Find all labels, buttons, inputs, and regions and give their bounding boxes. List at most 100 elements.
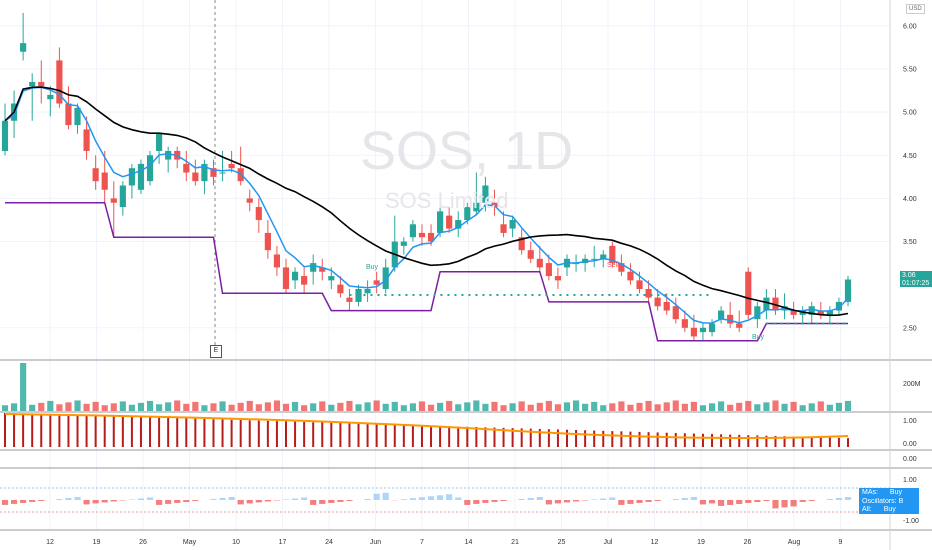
volume-bar [699, 405, 707, 411]
rating-bar [400, 499, 407, 500]
volume-bar [681, 403, 688, 411]
candle-body [600, 254, 607, 259]
rating-bar [38, 500, 45, 501]
oscillator-bar [747, 435, 750, 447]
volume-bar [572, 400, 580, 411]
rating-bar [518, 498, 525, 500]
oscillator-bar [448, 426, 451, 447]
rating-bar [645, 500, 652, 502]
candle-body [826, 310, 833, 315]
volume-bar [38, 402, 45, 411]
candle-body [264, 232, 271, 251]
oscillator-bar [584, 430, 587, 447]
candle-body [282, 267, 290, 289]
rating-bar [609, 497, 616, 500]
oscillator-bar [348, 423, 351, 447]
rating-bar [264, 500, 271, 502]
rating-bar [672, 498, 679, 500]
candle-body [835, 301, 843, 311]
volume-bar [427, 404, 435, 411]
volume-bar [301, 405, 308, 411]
candle-body [718, 310, 725, 320]
oscillator-bar [312, 422, 315, 447]
volume-bar [310, 403, 317, 411]
rating-bar [437, 495, 444, 500]
volume-bar [10, 403, 18, 411]
oscillator-bar [158, 417, 161, 447]
volume-bar [319, 401, 326, 411]
volume-bar [364, 402, 371, 411]
oscillator-bar [176, 418, 179, 447]
oscillator-bar [665, 432, 668, 447]
candle-body [20, 43, 27, 52]
candle-body [736, 323, 743, 328]
oscillator-bar [611, 431, 614, 447]
volume-bar [536, 402, 543, 411]
rating-bar [718, 500, 725, 506]
time-tick-label: 21 [511, 539, 519, 546]
oscillator-bar [112, 416, 115, 447]
candle-body [255, 207, 262, 220]
volume-bar [373, 400, 380, 411]
oscillator-bar [466, 426, 469, 447]
time-tick-label: Jul [604, 539, 613, 546]
volume-bar [255, 404, 262, 411]
candle-body [727, 314, 734, 324]
rating-bar [364, 498, 371, 500]
legend-mas-label: MAs: [862, 489, 878, 496]
rating-bar [328, 500, 335, 503]
volume-bar [554, 404, 562, 411]
volume-bar [418, 401, 426, 411]
candle-body [654, 297, 661, 307]
candle-body [246, 198, 253, 203]
oscillator-bar [511, 428, 514, 447]
candle-body [618, 263, 625, 272]
channel-line [5, 201, 848, 342]
earnings-marker[interactable]: E [210, 345, 222, 358]
oscillator-bar [801, 436, 804, 447]
rating-tick-label: 1.00 [903, 477, 917, 484]
oscillator-bar [792, 436, 795, 447]
rating-bar [591, 499, 598, 500]
candle-body [364, 288, 371, 294]
currency-label[interactable]: USD [906, 4, 925, 14]
volume-bar [219, 401, 226, 411]
volume-bar [763, 402, 770, 411]
candle-body [83, 129, 90, 151]
volume-bar [491, 401, 498, 411]
volume-bar [146, 400, 154, 411]
time-tick-label: 26 [139, 539, 147, 546]
bar-countdown: 01:07:25 [902, 279, 930, 287]
rating-bar [301, 497, 308, 500]
oscillator-bar [457, 426, 460, 447]
legend-all-value: Buy [883, 506, 896, 513]
oscillator-bar [275, 421, 278, 447]
candle-body [219, 172, 226, 174]
volume-bar [663, 402, 670, 411]
volume-pane [1, 363, 852, 411]
oscillator-bar [430, 425, 433, 447]
volume-bar [56, 404, 63, 411]
rating-bar [790, 500, 797, 507]
volume-bar [74, 400, 81, 411]
volume-bar [1, 405, 9, 411]
volume-bar [237, 402, 244, 411]
rating-bar [346, 500, 353, 501]
candle-body [165, 150, 172, 160]
time-tick-label: 24 [325, 539, 333, 546]
time-tick-label: Jun [370, 539, 381, 546]
candle-body [518, 237, 525, 251]
volume-bar [727, 404, 734, 411]
volume-bar [291, 401, 299, 411]
volume-bar [582, 403, 589, 411]
rating-bar [337, 500, 344, 502]
rating-bar [165, 500, 172, 504]
rating-tick-label: -1.00 [903, 518, 919, 525]
time-tick-label: 12 [651, 539, 659, 546]
candle-body [355, 288, 362, 302]
oscillator-bar [375, 424, 378, 447]
volume-bar [654, 404, 661, 411]
candle-body [690, 327, 697, 337]
candle-body [509, 219, 516, 229]
